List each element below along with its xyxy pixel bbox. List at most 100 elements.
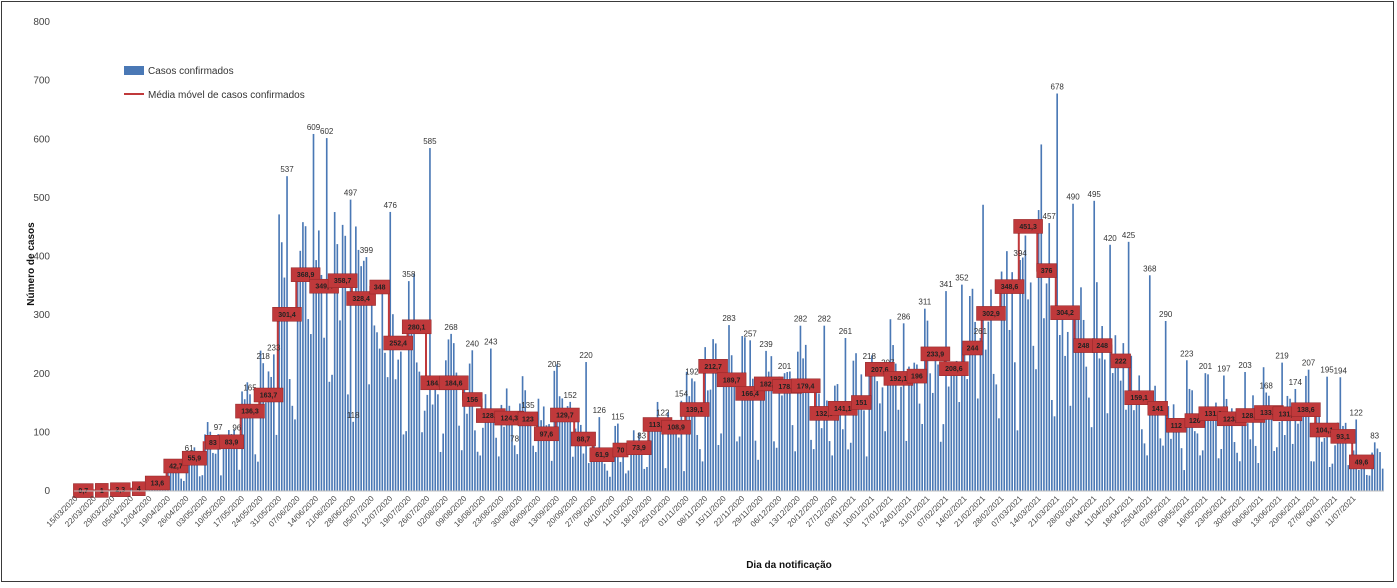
daily-case-bar bbox=[368, 384, 370, 491]
daily-case-bar bbox=[972, 289, 974, 491]
daily-case-bar bbox=[606, 471, 608, 491]
daily-case-bar bbox=[453, 343, 455, 491]
daily-case-bar bbox=[723, 373, 725, 491]
daily-case-bar bbox=[950, 375, 952, 491]
moving-average-label: 124,3 bbox=[501, 416, 519, 423]
daily-case-bar bbox=[286, 176, 288, 491]
daily-case-bar bbox=[387, 377, 389, 491]
daily-case-bar bbox=[995, 384, 997, 491]
daily-case-bar bbox=[858, 397, 860, 491]
moving-average-label: 358,7 bbox=[334, 278, 352, 285]
moving-average-label: 301,4 bbox=[278, 312, 296, 319]
daily-case-bar bbox=[331, 375, 333, 491]
peak-label: 243 bbox=[484, 338, 498, 347]
daily-case-bar bbox=[1162, 446, 1164, 491]
peak-label: 282 bbox=[794, 315, 808, 324]
moving-average-label: 83,9 bbox=[225, 439, 239, 446]
daily-case-bar bbox=[511, 422, 513, 491]
daily-case-bar bbox=[1181, 448, 1183, 491]
moving-average-label: 108,9 bbox=[667, 425, 685, 432]
peak-label: 352 bbox=[955, 274, 969, 283]
daily-case-bar bbox=[1125, 410, 1127, 491]
daily-case-bar bbox=[961, 285, 963, 491]
moving-average-label: 244 bbox=[967, 346, 979, 353]
daily-case-bar bbox=[564, 417, 566, 491]
peak-label: 207 bbox=[1302, 359, 1316, 368]
moving-average-label: 83 bbox=[209, 440, 217, 447]
daily-case-bar bbox=[1112, 373, 1114, 491]
daily-case-bar bbox=[1011, 272, 1013, 491]
daily-case-bar bbox=[1149, 275, 1151, 491]
peak-label: 174 bbox=[1289, 378, 1303, 387]
peak-label: 194 bbox=[1334, 366, 1348, 375]
daily-case-bar bbox=[763, 395, 765, 491]
peak-label: 602 bbox=[320, 127, 334, 136]
daily-case-bar bbox=[1273, 451, 1275, 491]
daily-case-bar bbox=[207, 422, 209, 491]
moving-average-label: 248 bbox=[1096, 343, 1108, 350]
daily-case-bar bbox=[397, 360, 399, 491]
legend: Casos confirmados Média móvel de casos c… bbox=[124, 66, 305, 101]
daily-case-bar bbox=[1019, 260, 1021, 491]
peak-label: 425 bbox=[1122, 231, 1136, 240]
peak-label: 268 bbox=[444, 323, 458, 332]
daily-case-bar bbox=[821, 428, 823, 491]
peak-label: 394 bbox=[1013, 249, 1027, 258]
daily-case-bar bbox=[1358, 470, 1360, 491]
daily-case-bar bbox=[1017, 430, 1019, 491]
moving-average-label: 141,1 bbox=[834, 406, 852, 413]
moving-average-label: 368,9 bbox=[297, 272, 315, 279]
daily-case-bar bbox=[1205, 373, 1207, 491]
daily-case-bar bbox=[757, 460, 759, 491]
daily-case-bar bbox=[405, 431, 407, 491]
daily-case-bar bbox=[342, 225, 344, 491]
moving-average-label: 451,3 bbox=[1019, 224, 1037, 231]
daily-case-bar bbox=[384, 353, 386, 491]
daily-case-bar bbox=[1189, 389, 1191, 491]
peak-label: 311 bbox=[918, 298, 931, 307]
peak-label: 220 bbox=[579, 351, 593, 360]
daily-case-bar bbox=[1096, 282, 1098, 491]
daily-case-bar bbox=[1117, 356, 1119, 491]
moving-average-label: 55,9 bbox=[188, 456, 202, 463]
peak-label: 218 bbox=[257, 352, 271, 361]
daily-case-bar bbox=[646, 467, 648, 491]
daily-case-bar bbox=[469, 364, 471, 491]
daily-case-bar bbox=[461, 450, 463, 491]
moving-average-label: 280,1 bbox=[408, 324, 426, 331]
daily-case-bar bbox=[966, 379, 968, 491]
daily-case-bar bbox=[927, 321, 929, 491]
daily-case-bar bbox=[437, 394, 439, 491]
daily-case-bar bbox=[935, 348, 937, 491]
daily-case-bar bbox=[307, 319, 309, 491]
daily-case-bar bbox=[1321, 442, 1323, 491]
peak-label: 78 bbox=[510, 434, 519, 443]
daily-case-bar bbox=[1236, 453, 1238, 491]
daily-case-bar bbox=[617, 424, 619, 491]
peak-label: 368 bbox=[1143, 264, 1157, 273]
moving-average-label: 73,9 bbox=[632, 445, 646, 452]
daily-case-bar bbox=[1194, 431, 1196, 491]
daily-case-bar bbox=[1212, 416, 1214, 491]
daily-case-bar bbox=[495, 438, 497, 491]
daily-case-bar bbox=[628, 471, 630, 492]
daily-case-bar bbox=[643, 469, 645, 491]
daily-case-bar bbox=[498, 456, 500, 491]
daily-case-bar bbox=[456, 373, 458, 491]
daily-case-bar bbox=[474, 430, 476, 491]
daily-case-bar bbox=[802, 358, 804, 491]
peak-label: 358 bbox=[402, 270, 416, 279]
peak-label: 168 bbox=[1260, 382, 1274, 391]
daily-case-bar bbox=[424, 411, 426, 491]
daily-case-bar bbox=[577, 412, 579, 491]
daily-case-bar bbox=[1030, 282, 1032, 491]
peak-label: 240 bbox=[466, 339, 480, 348]
daily-case-bar bbox=[1088, 398, 1090, 491]
daily-case-bar bbox=[861, 374, 863, 491]
daily-case-bar bbox=[882, 387, 884, 491]
moving-average-label: 129,7 bbox=[556, 413, 574, 420]
daily-case-bar bbox=[535, 452, 537, 491]
daily-case-bar bbox=[180, 479, 182, 491]
daily-case-bar bbox=[1374, 442, 1376, 491]
